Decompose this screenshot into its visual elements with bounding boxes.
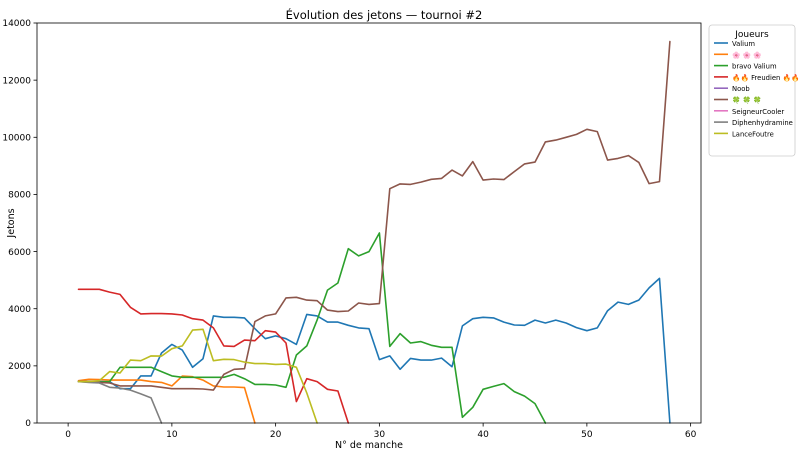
y-tick-label: 6000 [8, 248, 31, 258]
series-line-2 [77, 232, 547, 424]
plot-frame [36, 22, 702, 424]
series-line-5 [77, 40, 671, 391]
x-tick-label: 50 [581, 430, 593, 440]
legend-label: SeigneurCooler [732, 108, 784, 116]
legend-label: 🔥🔥 Freudien 🔥🔥 [732, 73, 799, 82]
legend-label: LanceFoutre [732, 130, 774, 138]
legend-title: Joueurs [734, 30, 769, 40]
x-tick-label: 0 [65, 430, 71, 440]
x-tick-label: 20 [270, 430, 282, 440]
x-tick-label: 30 [374, 430, 386, 440]
legend-label: Valium [732, 40, 755, 48]
x-axis-label: N° de manche [335, 440, 403, 451]
legend-label: 🍀 🍀 🍀 [732, 96, 762, 105]
y-tick-label: 10000 [2, 133, 31, 143]
series-line-8 [77, 328, 318, 424]
legend-label: 🌸 🌸 🌸 [732, 50, 762, 59]
y-axis-label: Jetons [6, 208, 17, 238]
y-tick-label: 12000 [2, 76, 31, 86]
legend-label: Noob [732, 85, 750, 93]
y-tick-label: 2000 [8, 362, 31, 372]
y-tick-label: 0 [25, 419, 31, 429]
chart-title: Évolution des jetons — tournoi #2 [286, 7, 483, 22]
legend-frame [708, 24, 796, 157]
series-line-7 [77, 380, 163, 424]
legend-label: bravo Valium [732, 63, 777, 71]
y-tick-label: 4000 [8, 305, 31, 315]
y-tick-label: 14000 [2, 19, 31, 29]
series-layer [77, 40, 671, 424]
y-tick-label: 8000 [8, 191, 31, 201]
x-tick-label: 10 [166, 430, 178, 440]
legend: Joueurs Valium 🌸 🌸 🌸 bravo Valium 🔥🔥 Freudi… [708, 24, 799, 157]
series-line-1 [77, 375, 256, 424]
legend-items: Valium 🌸 🌸 🌸 bravo Valium 🔥🔥 Freudien 🔥🔥 Noo… [714, 40, 799, 138]
legend-label: Diphenhydramine [732, 119, 793, 127]
x-tick-label: 60 [685, 430, 697, 440]
x-tick-label: 40 [477, 430, 489, 440]
axes-layer: 0 10 20 30 40 50 60 0 2000 4000 6000 8000 10000 12000… [2, 19, 696, 440]
